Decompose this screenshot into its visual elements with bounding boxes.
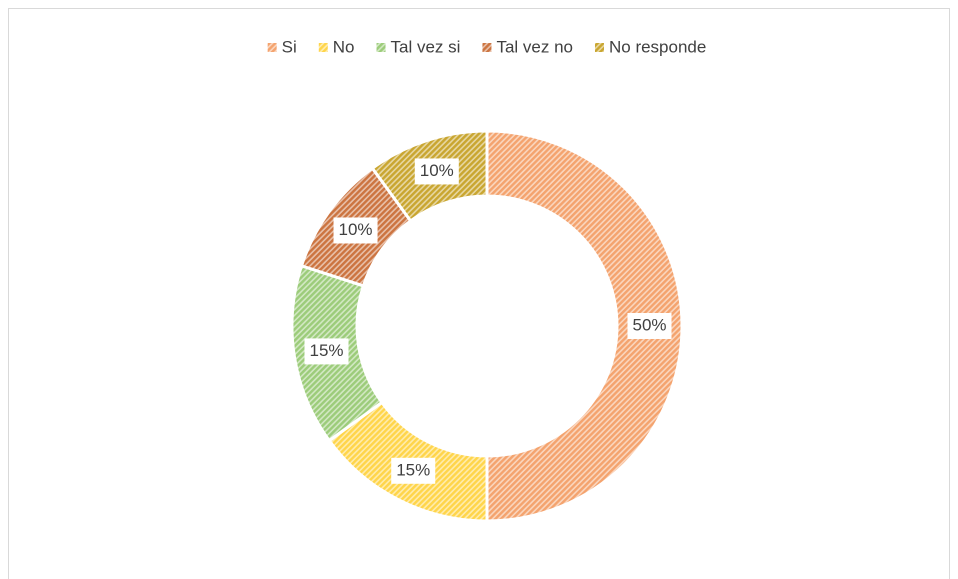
data-label: 15% [396,460,430,479]
legend-swatch [267,43,277,52]
legend-label: No [333,37,355,56]
legend-label: Tal vez si [391,37,461,56]
doughnut-segment [485,129,684,523]
legend-swatch [482,43,492,52]
data-label-bg [333,217,378,244]
data-label: 10% [339,220,373,239]
data-label: 15% [309,341,343,360]
data-label-bg [391,457,436,484]
legend-swatch [376,43,386,52]
legend-label: Si [282,37,297,56]
data-label-bg [414,158,459,185]
data-label: 10% [420,161,454,180]
data-label-bg [627,313,672,339]
legend-label: Tal vez no [496,37,573,56]
legend-label: No responde [609,37,706,56]
legend-swatch [318,43,328,52]
legend-swatch [594,43,604,52]
data-label: 50% [632,315,666,334]
data-label-bg [304,338,349,365]
